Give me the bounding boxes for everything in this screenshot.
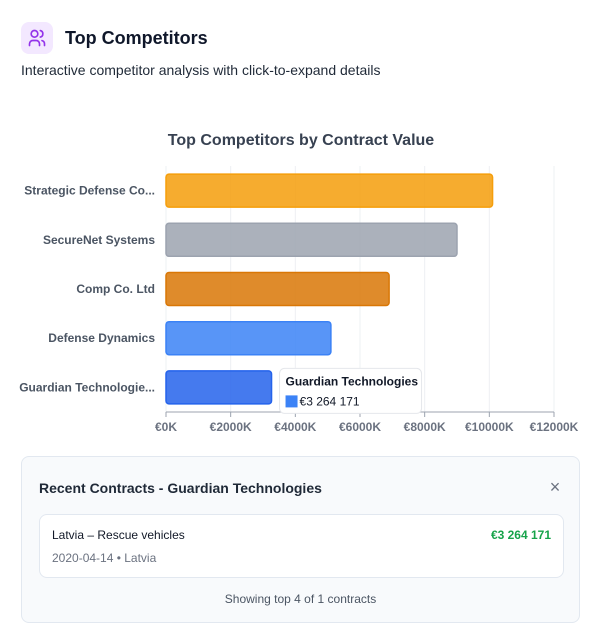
tooltip-swatch (285, 395, 298, 408)
x-tick-label: €12000K (530, 420, 579, 434)
header: Top Competitors (21, 22, 208, 54)
x-tick-label: €0K (155, 420, 177, 434)
page-title: Top Competitors (65, 27, 208, 48)
y-tick-label: Defense Dynamics (48, 331, 155, 345)
chart-title: Top Competitors by Contract Value (168, 132, 435, 149)
contract-title: Latvia – Rescue vehicles (52, 528, 185, 542)
tooltip-box (279, 367, 423, 414)
x-tick-label: €2000K (210, 420, 252, 434)
y-tick-label: Guardian Technologie... (19, 380, 155, 394)
bar[interactable] (165, 320, 332, 356)
bar[interactable] (165, 222, 458, 258)
recent-contracts-panel: Recent Contracts - Guardian Technologies… (21, 456, 580, 623)
competitor-bar-chart: Top Competitors by Contract Value Strate… (19, 132, 579, 434)
x-tick-label: €8000K (404, 420, 446, 434)
close-icon[interactable]: × (549, 477, 561, 497)
contract-meta: 2020-04-14 • Latvia (52, 551, 157, 565)
panel-footer: Showing top 4 of 1 contracts (224, 592, 377, 606)
contract-card[interactable]: Latvia – Rescue vehicles €3 264 171 2020… (39, 514, 564, 578)
chart-tooltip: Guardian Technologies €3 264 171 (279, 367, 423, 414)
bar[interactable] (165, 173, 494, 208)
page-subtitle: Interactive competitor analysis with cli… (21, 62, 381, 78)
contract-value: €3 264 171 (490, 528, 551, 542)
x-tick-label: €4000K (274, 420, 316, 434)
users-icon (21, 22, 53, 54)
panel-title: Recent Contracts - Guardian Technologies (39, 480, 322, 496)
bar[interactable] (165, 271, 390, 307)
tooltip-title: Guardian Technologies (286, 374, 419, 388)
y-tick-label: SecureNet Systems (43, 233, 155, 247)
y-tick-label: Comp Co. Ltd (76, 282, 155, 296)
x-tick-label: €6000K (339, 420, 381, 434)
y-tick-label: Strategic Defense Co... (24, 184, 155, 198)
bar[interactable] (165, 370, 273, 405)
x-tick-label: €10000K (465, 420, 514, 434)
tooltip-value: €3 264 171 (300, 394, 360, 408)
